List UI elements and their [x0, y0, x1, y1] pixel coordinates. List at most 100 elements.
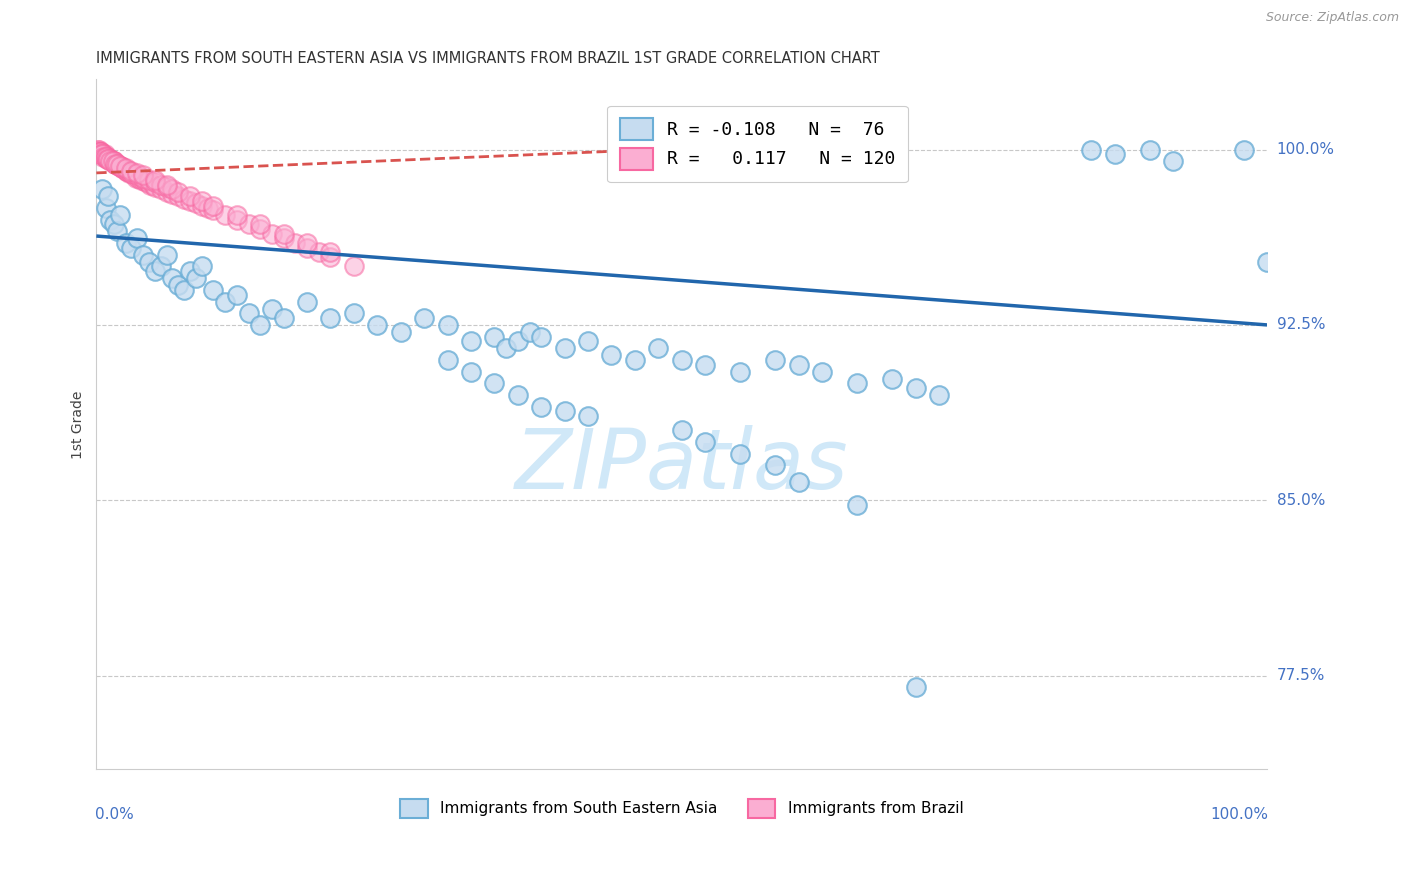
- Point: [117, 163, 139, 178]
- Point: [112, 161, 135, 176]
- Point: [202, 283, 225, 297]
- Point: [787, 358, 810, 372]
- Point: [90, 145, 112, 159]
- Point: [121, 166, 143, 180]
- Point: [155, 178, 177, 192]
- Point: [904, 681, 927, 695]
- Point: [89, 145, 111, 159]
- Point: [238, 218, 260, 232]
- Point: [413, 310, 436, 325]
- Point: [506, 334, 529, 349]
- Point: [93, 147, 115, 161]
- Point: [93, 147, 115, 161]
- Point: [91, 147, 114, 161]
- Point: [214, 294, 236, 309]
- Point: [238, 306, 260, 320]
- Point: [225, 212, 247, 227]
- Point: [98, 152, 121, 166]
- Point: [460, 365, 482, 379]
- Point: [97, 152, 120, 166]
- Point: [100, 152, 122, 166]
- Point: [576, 334, 599, 349]
- Point: [811, 365, 834, 379]
- Point: [763, 353, 786, 368]
- Point: [846, 498, 869, 512]
- Point: [179, 194, 201, 208]
- Point: [114, 161, 136, 176]
- Point: [928, 388, 950, 402]
- Point: [125, 170, 148, 185]
- Text: 100.0%: 100.0%: [1277, 142, 1334, 157]
- Point: [249, 318, 271, 332]
- Point: [624, 353, 647, 368]
- Point: [108, 159, 131, 173]
- Point: [121, 163, 143, 178]
- Point: [600, 348, 623, 362]
- Point: [484, 329, 506, 343]
- Point: [167, 189, 190, 203]
- Point: [141, 178, 163, 192]
- Text: 0.0%: 0.0%: [96, 807, 134, 822]
- Point: [121, 166, 143, 180]
- Text: 100.0%: 100.0%: [1211, 807, 1268, 822]
- Point: [249, 218, 271, 232]
- Point: [127, 168, 149, 182]
- Point: [91, 182, 114, 196]
- Point: [91, 147, 114, 161]
- Point: [100, 154, 122, 169]
- Point: [202, 199, 225, 213]
- Point: [190, 199, 212, 213]
- Point: [728, 446, 751, 460]
- Point: [184, 196, 207, 211]
- Point: [343, 260, 366, 274]
- Point: [197, 201, 219, 215]
- Point: [149, 182, 172, 196]
- Text: ZIPatlas: ZIPatlas: [515, 425, 848, 507]
- Point: [132, 173, 155, 187]
- Point: [155, 180, 177, 194]
- Point: [149, 178, 172, 192]
- Point: [530, 329, 553, 343]
- Point: [96, 149, 118, 163]
- Point: [167, 185, 190, 199]
- Point: [104, 156, 127, 170]
- Point: [225, 208, 247, 222]
- Point: [101, 154, 124, 169]
- Point: [273, 310, 295, 325]
- Point: [202, 203, 225, 218]
- Point: [1139, 143, 1161, 157]
- Point: [143, 264, 166, 278]
- Point: [98, 152, 121, 166]
- Point: [343, 306, 366, 320]
- Point: [143, 175, 166, 189]
- Point: [1163, 154, 1185, 169]
- Point: [162, 186, 184, 201]
- Point: [121, 241, 143, 255]
- Point: [104, 156, 127, 170]
- Point: [554, 404, 576, 418]
- Point: [846, 376, 869, 391]
- Point: [108, 159, 131, 173]
- Point: [143, 180, 166, 194]
- Point: [114, 161, 136, 176]
- Point: [97, 152, 120, 166]
- Point: [94, 201, 117, 215]
- Point: [693, 358, 716, 372]
- Point: [118, 163, 141, 178]
- Point: [249, 222, 271, 236]
- Point: [105, 156, 128, 170]
- Legend: Immigrants from South Eastern Asia, Immigrants from Brazil: Immigrants from South Eastern Asia, Immi…: [394, 793, 969, 823]
- Point: [100, 212, 122, 227]
- Point: [162, 271, 184, 285]
- Point: [114, 161, 136, 176]
- Point: [110, 159, 132, 173]
- Point: [129, 173, 152, 187]
- Point: [89, 145, 111, 159]
- Point: [138, 254, 160, 268]
- Point: [647, 341, 669, 355]
- Point: [260, 227, 283, 241]
- Point: [319, 310, 342, 325]
- Point: [107, 159, 129, 173]
- Point: [693, 434, 716, 449]
- Point: [127, 231, 149, 245]
